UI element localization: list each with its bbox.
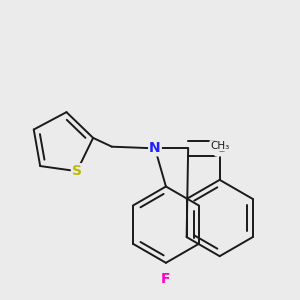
Text: S: S (72, 164, 82, 178)
Text: O: O (215, 141, 227, 155)
Text: N: N (149, 141, 161, 155)
Text: CH₃: CH₃ (210, 141, 229, 151)
Text: F: F (161, 272, 171, 286)
